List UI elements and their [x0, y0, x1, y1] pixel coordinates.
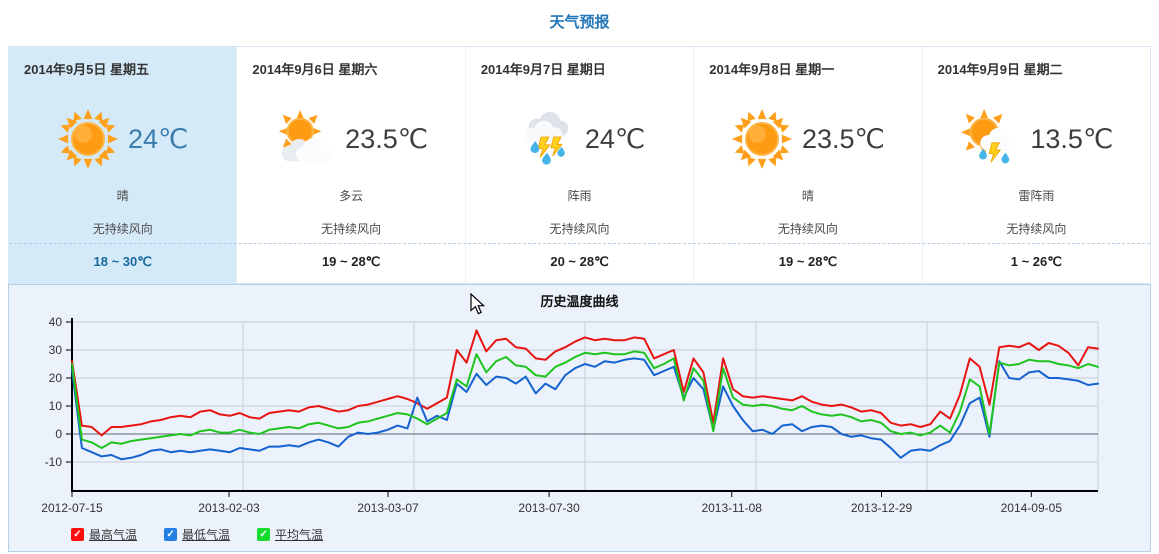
showers-icon — [525, 111, 569, 165]
card-temp-range: 19 ~ 28℃ — [321, 254, 381, 269]
checkbox-checked-icon[interactable]: ✓ — [71, 528, 84, 541]
legend-label[interactable]: 最高气温 — [89, 528, 138, 542]
legend-label[interactable]: 最低气温 — [182, 528, 231, 542]
card-wind: 无持续风向 — [549, 222, 610, 236]
forecast-card-day1[interactable]: 2014年9月5日 星期五 24℃ 晴 无持续风向 18 ~ 30℃ — [9, 47, 237, 283]
cards-dashed-divider — [9, 243, 1150, 244]
legend-item-avg-temp[interactable]: ✓ 平均气温 — [257, 526, 323, 543]
svg-text:0: 0 — [55, 427, 62, 441]
mouse-cursor-icon — [470, 293, 486, 315]
svg-text:2012-07-15: 2012-07-15 — [41, 501, 103, 515]
card-condition: 晴 — [116, 189, 129, 203]
card-condition: 雷阵雨 — [1018, 189, 1055, 203]
svg-text:40: 40 — [49, 315, 63, 329]
card-temperature: 24℃ — [584, 123, 646, 154]
card-wind: 无持续风向 — [777, 222, 838, 236]
card-wind: 无持续风向 — [321, 222, 382, 236]
card-condition: 晴 — [801, 189, 814, 203]
svg-text:2013-11-08: 2013-11-08 — [701, 501, 762, 515]
card-temperature: 24℃ — [128, 123, 189, 154]
forecast-card-day4[interactable]: 2014年9月8日 星期一 23.5℃ 晴 无持续风向 19 ~ 2 — [693, 47, 922, 283]
partly-cloudy-icon — [279, 109, 333, 163]
svg-text:10: 10 — [49, 399, 63, 413]
legend-item-max-temp[interactable]: ✓ 最高气温 — [71, 526, 137, 543]
legend-item-min-temp[interactable]: ✓ 最低气温 — [164, 526, 230, 543]
card-temperature: 13.5℃ — [1030, 123, 1114, 154]
card-main: 23.5℃ — [237, 99, 464, 179]
card-wind: 无持续风向 — [92, 222, 153, 236]
checkbox-checked-icon[interactable]: ✓ — [257, 528, 271, 541]
svg-text:-10: -10 — [45, 455, 63, 469]
forecast-cards-row: 2014年9月5日 星期五 24℃ 晴 无持续风向 18 ~ 30℃ — [8, 46, 1151, 284]
card-main: 24℃ — [466, 99, 693, 179]
card-temp-range: 19 ~ 28℃ — [778, 254, 838, 269]
card-temp-range: 20 ~ 28℃ — [550, 254, 609, 269]
svg-text:2013-12-29: 2013-12-29 — [851, 501, 913, 515]
forecast-card-day2[interactable]: 2014年9月6日 星期六 23.5℃ — [236, 47, 465, 283]
svg-text:2014-09-05: 2014-09-05 — [1001, 501, 1063, 515]
svg-text:20: 20 — [49, 371, 63, 385]
card-date: 2014年9月8日 星期一 — [709, 62, 835, 77]
card-temperature: 23.5℃ — [801, 123, 885, 154]
card-date: 2014年9月9日 星期二 — [937, 62, 1063, 77]
chart-legend: ✓ 最高气温 ✓ 最低气温 ✓ 平均气温 — [71, 526, 323, 543]
legend-label[interactable]: 平均气温 — [275, 528, 324, 542]
card-condition: 多云 — [339, 189, 364, 203]
svg-text:30: 30 — [49, 343, 63, 357]
card-main: 13.5℃ — [923, 99, 1150, 179]
card-temperature: 23.5℃ — [345, 123, 429, 154]
svg-text:2013-02-03: 2013-02-03 — [198, 501, 260, 515]
forecast-card-day3[interactable]: 2014年9月7日 星期日 24℃ — [464, 47, 694, 283]
temperature-line-chart: 40 30 20 10 0 -10 2012-07-15 2013-02-03 2013-03-… — [41, 315, 1099, 515]
card-date: 2014年9月7日 星期日 — [480, 62, 606, 77]
page-title: 天气预报 — [549, 14, 610, 31]
svg-text:2013-07-30: 2013-07-30 — [518, 501, 580, 515]
checkbox-checked-icon[interactable]: ✓ — [164, 528, 178, 541]
card-temp-range: 1 ~ 26℃ — [1010, 254, 1062, 269]
card-temp-range: 18 ~ 30℃ — [93, 254, 152, 269]
card-date: 2014年9月6日 星期六 — [252, 62, 378, 77]
sunny-icon — [731, 108, 793, 170]
card-condition: 阵雨 — [567, 189, 592, 203]
chart-title: 历史温度曲线 — [540, 294, 619, 309]
history-temperature-panel: 40 30 20 10 0 -10 2012-07-15 2013-02-03 2013-03-… — [8, 284, 1151, 552]
sunny-icon — [57, 108, 119, 170]
card-date: 2014年9月5日 星期五 — [24, 62, 149, 77]
card-main: 23.5℃ — [694, 99, 921, 179]
thunder-showers-icon — [961, 108, 1017, 164]
card-main: 24℃ — [9, 99, 236, 179]
svg-text:2013-03-07: 2013-03-07 — [357, 501, 419, 515]
forecast-card-day5[interactable]: 2014年9月9日 星期二 1 — [921, 47, 1151, 283]
card-wind: 无持续风向 — [1006, 222, 1067, 236]
